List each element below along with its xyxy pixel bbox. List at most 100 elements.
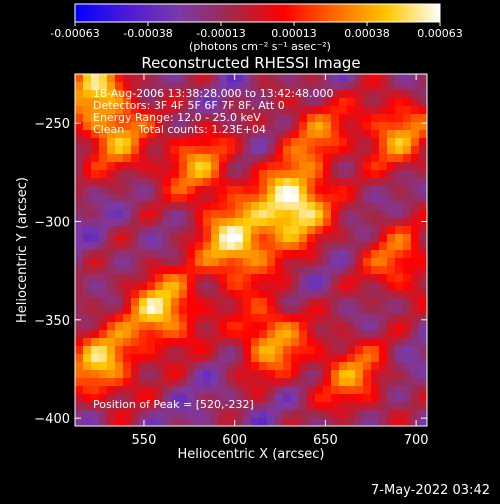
heatmap-cell bbox=[267, 146, 276, 155]
heatmap-cell bbox=[99, 186, 108, 195]
heatmap-cell bbox=[283, 282, 292, 291]
heatmap-cell bbox=[75, 394, 84, 403]
heatmap-cell bbox=[307, 226, 316, 235]
heatmap-cell bbox=[251, 178, 260, 187]
heatmap-cell bbox=[419, 354, 427, 363]
heatmap-cell bbox=[331, 202, 340, 211]
heatmap-cell bbox=[299, 202, 308, 211]
heatmap-cell bbox=[227, 346, 236, 355]
heatmap-cell bbox=[91, 346, 100, 355]
heatmap-cell bbox=[235, 362, 244, 371]
heatmap-cell bbox=[355, 370, 364, 379]
heatmap-cell bbox=[147, 250, 156, 259]
heatmap-cell bbox=[187, 122, 196, 131]
heatmap-cell bbox=[363, 186, 372, 195]
heatmap-cell bbox=[83, 202, 92, 211]
heatmap-cell bbox=[91, 218, 100, 227]
heatmap-cell bbox=[115, 418, 124, 426]
heatmap-cell bbox=[419, 194, 427, 203]
heatmap-cell bbox=[163, 74, 172, 83]
heatmap-cell bbox=[211, 162, 220, 171]
heatmap-cell bbox=[371, 90, 380, 99]
heatmap-cell bbox=[307, 82, 316, 91]
heatmap-cell bbox=[371, 226, 380, 235]
heatmap-cell bbox=[387, 386, 396, 395]
heatmap-cell bbox=[83, 154, 92, 163]
heatmap-cell bbox=[419, 394, 427, 403]
heatmap-cell bbox=[163, 362, 172, 371]
heatmap-cell bbox=[291, 122, 300, 131]
heatmap-cell bbox=[419, 130, 427, 139]
heatmap-cell bbox=[195, 194, 204, 203]
heatmap-cell bbox=[307, 282, 316, 291]
heatmap-cell bbox=[187, 290, 196, 299]
heatmap-cell bbox=[187, 202, 196, 211]
heatmap-cell bbox=[211, 130, 220, 139]
heatmap-cell bbox=[187, 250, 196, 259]
heatmap-cell bbox=[75, 258, 84, 267]
heatmap-cell bbox=[219, 386, 228, 395]
heatmap-cell bbox=[339, 146, 348, 155]
heatmap-cell bbox=[139, 410, 148, 419]
heatmap-cell bbox=[395, 322, 404, 331]
heatmap-cell bbox=[123, 114, 132, 123]
heatmap-cell bbox=[419, 250, 427, 259]
heatmap-cell bbox=[83, 234, 92, 243]
heatmap-cell bbox=[131, 90, 140, 99]
heatmap-cell bbox=[155, 362, 164, 371]
heatmap-cell bbox=[99, 218, 108, 227]
heatmap-cell bbox=[99, 306, 108, 315]
heatmap-cell bbox=[403, 194, 412, 203]
heatmap-cell bbox=[379, 98, 388, 107]
heatmap-cell bbox=[275, 362, 284, 371]
heatmap-cell bbox=[371, 194, 380, 203]
heatmap-cell bbox=[403, 90, 412, 99]
heatmap-cell bbox=[259, 170, 268, 179]
heatmap-cell bbox=[139, 370, 148, 379]
heatmap-cell bbox=[339, 394, 348, 403]
heatmap-cell bbox=[323, 130, 332, 139]
heatmap-cell bbox=[419, 98, 427, 107]
heatmap-cell bbox=[195, 354, 204, 363]
heatmap-cell bbox=[243, 218, 252, 227]
heatmap-cell bbox=[219, 226, 228, 235]
heatmap-cell bbox=[195, 90, 204, 99]
heatmap-cell bbox=[195, 306, 204, 315]
heatmap-cell bbox=[227, 410, 236, 419]
heatmap-cell bbox=[267, 298, 276, 307]
heatmap-cell bbox=[395, 290, 404, 299]
heatmap-cell bbox=[283, 202, 292, 211]
heatmap-cell bbox=[171, 306, 180, 315]
heatmap-cell bbox=[99, 394, 108, 403]
heatmap-cell bbox=[147, 130, 156, 139]
heatmap-cell bbox=[323, 250, 332, 259]
heatmap-cell bbox=[163, 306, 172, 315]
heatmap-cell bbox=[379, 154, 388, 163]
heatmap-cell bbox=[355, 202, 364, 211]
heatmap-cell bbox=[171, 82, 180, 91]
heatmap-cell bbox=[163, 202, 172, 211]
heatmap-cell bbox=[267, 74, 276, 83]
heatmap-cell bbox=[179, 370, 188, 379]
heatmap-cell bbox=[235, 298, 244, 307]
heatmap-cell bbox=[235, 410, 244, 419]
y-tick-label: −350 bbox=[34, 314, 70, 329]
heatmap-cell bbox=[115, 74, 124, 83]
heatmap-cell bbox=[195, 170, 204, 179]
heatmap-cell bbox=[203, 346, 212, 355]
heatmap-cell bbox=[203, 402, 212, 411]
heatmap-cell bbox=[99, 194, 108, 203]
heatmap-cell bbox=[155, 322, 164, 331]
heatmap-cell bbox=[115, 258, 124, 267]
heatmap-cell bbox=[315, 282, 324, 291]
heatmap-cell bbox=[187, 178, 196, 187]
heatmap-cell bbox=[323, 242, 332, 251]
heatmap-cell bbox=[339, 202, 348, 211]
heatmap-cell bbox=[99, 386, 108, 395]
heatmap-cell bbox=[163, 114, 172, 123]
heatmap-cell bbox=[99, 146, 108, 155]
colorbar-ticks: -0.00063 -0.00038 -0.00013 0.00013 0.00038 0.… bbox=[50, 22, 463, 40]
heatmap-cell bbox=[387, 282, 396, 291]
heatmap-cell bbox=[315, 410, 324, 419]
heatmap-cell bbox=[299, 194, 308, 203]
